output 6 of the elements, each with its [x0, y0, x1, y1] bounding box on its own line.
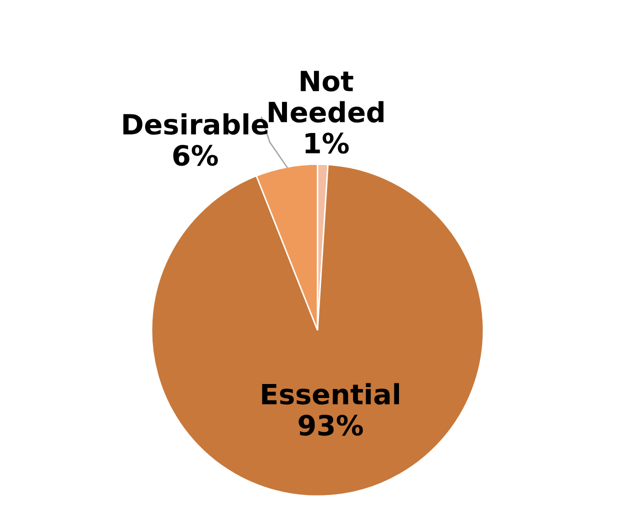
slice-label: Desirable: [123, 113, 268, 135]
data-label: 1%: [306, 132, 349, 154]
data-label: 6%: [173, 144, 218, 166]
slice-label: Not Needed: [268, 70, 384, 123]
data-label: 93%: [298, 414, 363, 436]
slice-label: Essential: [262, 383, 400, 405]
